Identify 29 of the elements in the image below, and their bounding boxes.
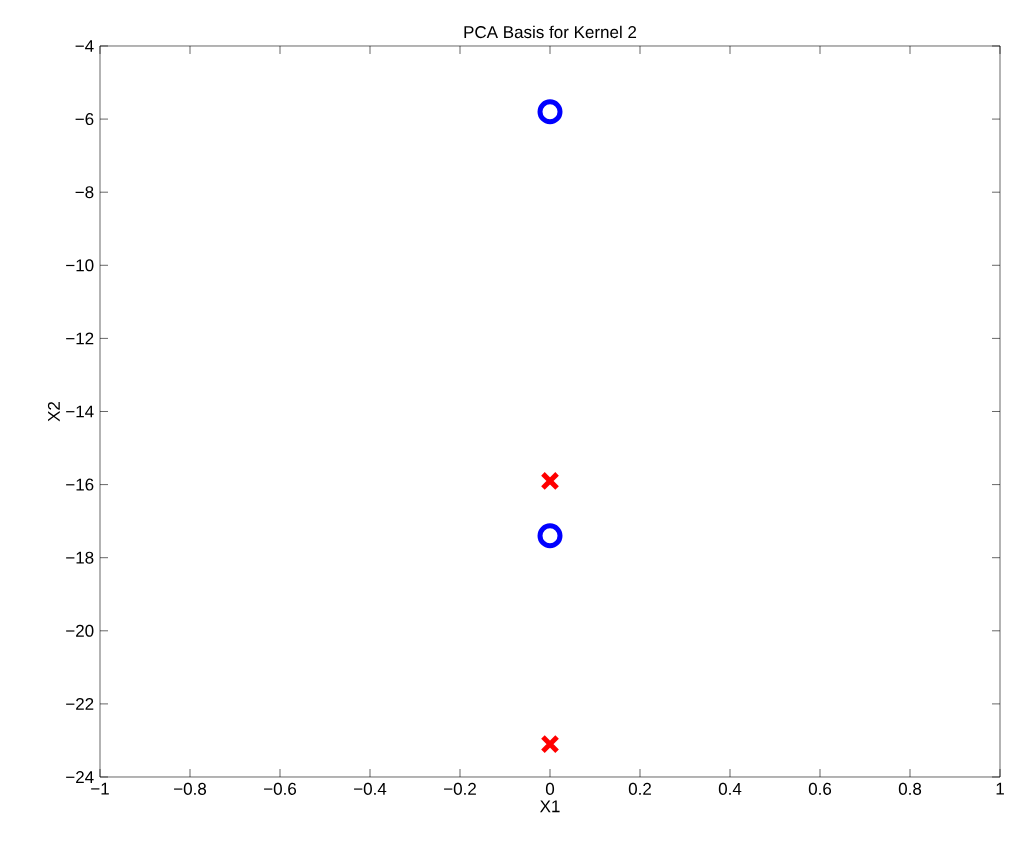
y-tick-label: −10 xyxy=(66,259,94,272)
x-tick-label: 0 xyxy=(545,782,555,795)
x-tick-label: −0.2 xyxy=(444,782,476,795)
point xyxy=(537,99,563,125)
x-axis-title: X1 xyxy=(539,800,560,813)
y-tick-label: −8 xyxy=(75,186,94,199)
x-tick-label: 0.2 xyxy=(628,782,651,795)
x-tick-label: 0.4 xyxy=(718,782,742,795)
y-tick-label: −24 xyxy=(66,771,94,783)
point xyxy=(540,734,560,754)
x-tick-label: −1 xyxy=(91,782,109,795)
x-tick-label: −0.6 xyxy=(264,782,297,795)
x-tick-label: 1 xyxy=(996,782,1004,795)
y-tick-label: −4 xyxy=(75,40,94,52)
y-tick-label: −20 xyxy=(66,624,94,637)
y-tick-label: −6 xyxy=(75,113,94,126)
point xyxy=(537,523,563,549)
x-tick-label: 0.8 xyxy=(898,782,922,795)
point xyxy=(540,471,560,491)
y-tick-label: −22 xyxy=(66,697,94,710)
x-tick-label: 0.6 xyxy=(808,782,832,795)
y-tick-label: −14 xyxy=(66,405,94,418)
y-tick-label: −18 xyxy=(66,551,94,564)
y-axis-title: X2 xyxy=(47,401,60,422)
y-tick-label: −12 xyxy=(66,332,94,345)
chart-title: PCA Basis for Kernel 2 xyxy=(464,25,637,39)
y-tick-label: −16 xyxy=(66,478,94,491)
x-tick-label: −0.4 xyxy=(354,782,387,795)
x-tick-label: −0.8 xyxy=(174,782,207,795)
